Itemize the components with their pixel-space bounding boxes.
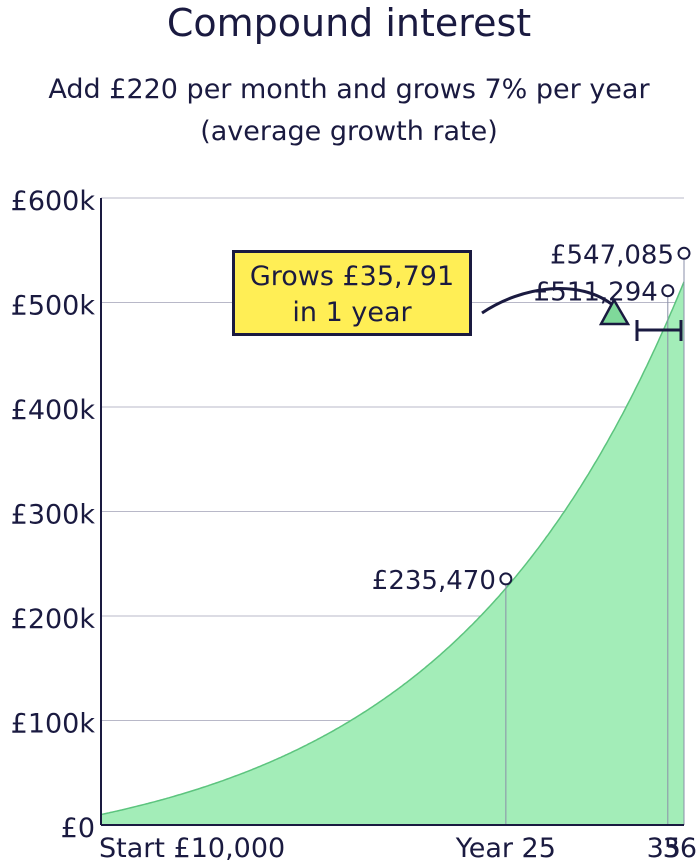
x-tick-label: Year 25	[455, 833, 556, 864]
data-point-marker	[661, 284, 675, 298]
data-point-label: £547,085	[550, 240, 674, 270]
x-tick-label: 35	[647, 833, 681, 864]
x-tick-label: Start £10,000	[99, 833, 285, 864]
axes	[100, 198, 684, 826]
data-point-marker	[677, 246, 691, 260]
y-tick-label: £500k	[11, 291, 96, 322]
chart-subtitle-line2: (average growth rate)	[200, 116, 498, 147]
callout-line1: Grows £35,791	[249, 261, 455, 292]
tick-labels: £0 £100k £200k £300k £400k £500k £600k Start £1…	[11, 186, 697, 864]
chart-subtitle-line1: Add £220 per month and grows 7% per year	[48, 74, 650, 105]
x-tick-label: 36	[663, 833, 697, 864]
y-tick-label: £400k	[11, 395, 96, 426]
one-year-annotation	[481, 287, 683, 341]
arrow-head-triangle	[598, 297, 631, 326]
y-tick-label: £0	[61, 813, 95, 844]
data-point-label: £235,470	[372, 566, 496, 596]
chart-title: Compound interest	[166, 1, 532, 45]
highlighted-points: £235,470 £511,294 £547,085	[372, 240, 691, 596]
data-point-marker	[499, 572, 513, 586]
growth-area	[101, 281, 684, 825]
data-point-label: £511,294	[534, 278, 658, 308]
one-year-bracket	[635, 320, 683, 341]
point-guide-lines	[505, 253, 685, 825]
y-tick-label: £200k	[11, 604, 96, 635]
growth-curve-line	[100, 281, 685, 816]
callout-line2: in 1 year	[292, 297, 412, 328]
y-tick-label: £300k	[11, 500, 96, 531]
y-tick-label: £100k	[11, 709, 96, 740]
callout-arrow	[481, 287, 615, 315]
y-tick-label: £600k	[11, 186, 96, 217]
callout-box: Grows £35,791 in 1 year	[232, 250, 472, 336]
